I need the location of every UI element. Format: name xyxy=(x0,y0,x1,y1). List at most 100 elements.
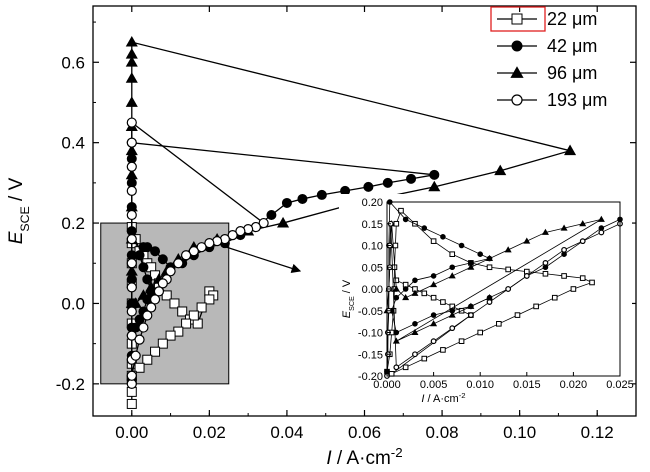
legend-entry: 96 μm xyxy=(497,63,597,83)
inset-point-circle-filled xyxy=(412,277,418,284)
inset-y-tick-label: 0.20 xyxy=(362,197,383,209)
legend-label: 96 μm xyxy=(547,63,597,83)
main-point-circle-open xyxy=(157,278,168,289)
inset-y-tick-label: 0.05 xyxy=(362,262,383,274)
y-tick-label: 0.0 xyxy=(61,294,85,313)
main-point-circle-filled xyxy=(134,250,145,261)
x-tick-label: 0.00 xyxy=(115,423,148,442)
main-point-circle-open xyxy=(138,322,149,333)
main-point-circle-open xyxy=(126,370,137,381)
main-point-triangle-filled xyxy=(277,216,290,228)
inset-point-square-open xyxy=(579,275,586,281)
inset-point-square-open xyxy=(477,329,483,336)
main-point-circle-open xyxy=(126,137,137,148)
x-axis-title-symbol: I xyxy=(326,448,332,469)
inset-point-square-open xyxy=(542,270,549,277)
main-point-triangle-filled xyxy=(494,164,507,176)
inset-point-circle-open xyxy=(561,246,567,253)
inset-x-tick-label: 0.010 xyxy=(466,379,494,391)
x-tick-label: 0.06 xyxy=(348,423,381,442)
main-point-triangle-filled xyxy=(125,72,138,83)
x-tick-label: 0.08 xyxy=(426,423,459,442)
main-point-circle-open xyxy=(173,258,184,269)
inset-y-tick-label: 0.00 xyxy=(362,284,383,296)
legend-marker-circle-filled xyxy=(511,40,523,52)
main-point-circle-filled xyxy=(134,314,145,325)
inset-point-square-open xyxy=(589,279,595,286)
inset-point-triangle-filled xyxy=(430,280,438,288)
inset-point-circle-open xyxy=(598,229,605,236)
inset-point-circle-open xyxy=(412,351,418,358)
zoom-arrow xyxy=(225,246,302,273)
main-point-circle-open xyxy=(126,209,137,221)
axis-title-subscript: SCE xyxy=(18,206,32,231)
x-axis-title-unit: / A·cm xyxy=(332,448,391,469)
inset-point-circle-open xyxy=(486,299,493,305)
inset-point-circle-open xyxy=(579,238,586,245)
main-point-square-open xyxy=(177,306,188,317)
inset-point-triangle-filled xyxy=(579,220,587,227)
main-point-circle-filled xyxy=(150,246,161,257)
main-point-circle-filled xyxy=(142,274,153,285)
inset-point-circle-open xyxy=(430,338,437,345)
main-series-4 xyxy=(126,117,269,389)
main-point-circle-open xyxy=(149,294,161,305)
legend-label: 42 μm xyxy=(547,36,597,56)
inset-point-square-open xyxy=(505,266,511,273)
inset-point-square-open xyxy=(551,294,558,301)
main-point-circle-filled xyxy=(316,189,327,200)
inset-point-square-open xyxy=(392,242,399,249)
inset-x-axis-title-unit: / A·cm xyxy=(424,393,458,405)
inset-point-square-open xyxy=(496,321,502,327)
inset-point-square-open xyxy=(421,355,428,362)
main-point-circle-open xyxy=(126,234,137,245)
inset-series-line xyxy=(386,209,594,375)
inset-point-square-open xyxy=(570,286,577,292)
inset-point-circle-filled xyxy=(430,312,437,318)
y-tick-label: -0.2 xyxy=(56,375,85,394)
main-point-square-open xyxy=(196,302,207,313)
inset-point-triangle-filled xyxy=(486,254,494,262)
x-axis-title: I / A·cm-2 xyxy=(326,445,402,470)
inset-point-circle-open xyxy=(523,273,530,279)
main-point-triangle-filled xyxy=(125,48,138,59)
inset-series-line xyxy=(386,219,602,342)
axis-title-subscript: SCE xyxy=(348,296,356,311)
x-tick-label: 0.12 xyxy=(581,423,614,442)
main-point-circle-open xyxy=(126,282,137,293)
main-point-circle-filled xyxy=(266,210,277,221)
main-point-square-open xyxy=(165,330,176,341)
inset-point-circle-filled xyxy=(449,264,456,271)
inset-point-triangle-filled xyxy=(411,289,419,296)
main-point-square-open xyxy=(142,354,153,365)
main-point-square-open xyxy=(150,346,161,357)
inset-point-triangle-filled xyxy=(541,228,549,235)
main-point-circle-open xyxy=(180,250,192,261)
axis-title-superscript: -2 xyxy=(391,445,403,460)
inset-x-tick-label: 0.020 xyxy=(560,379,588,391)
main-point-circle-open xyxy=(196,242,207,253)
inset-y-tick-label: -0.20 xyxy=(358,371,383,383)
main-point-circle-filled xyxy=(281,197,292,208)
inset-point-square-open xyxy=(440,347,446,353)
inset-point-square-open xyxy=(388,371,395,377)
inset-point-triangle-filled xyxy=(430,320,438,327)
y-tick-label: 0.6 xyxy=(61,53,85,72)
inset-point-circle-filled xyxy=(458,242,465,249)
inset-point-circle-filled xyxy=(477,251,484,257)
inset-y-axis-title-symbol: E xyxy=(341,310,353,318)
inset-point-square-open xyxy=(449,251,456,257)
y-axis-title: ESCE / V xyxy=(6,177,32,244)
inset-point-circle-open xyxy=(393,364,400,371)
x-tick-label: 0.02 xyxy=(193,423,226,442)
main-point-square-open xyxy=(134,362,145,373)
main-point-triangle-filled xyxy=(125,96,138,107)
main-point-circle-open xyxy=(153,286,165,297)
main-point-circle-filled xyxy=(138,262,149,273)
inset-y-tick-label: -0.05 xyxy=(358,306,383,318)
x-tick-label: 0.10 xyxy=(503,423,536,442)
main-point-square-open xyxy=(169,298,180,309)
inset-point-circle-filled xyxy=(412,321,418,327)
main-point-circle-open xyxy=(126,161,137,172)
